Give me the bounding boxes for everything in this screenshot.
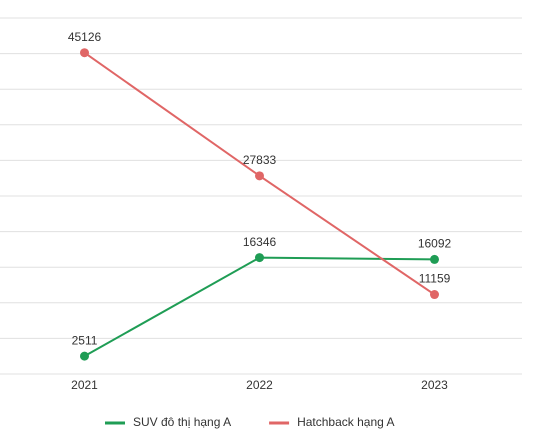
data-point xyxy=(255,171,264,181)
data-point xyxy=(255,253,264,263)
data-label: 2511 xyxy=(72,333,98,347)
data-label: 16346 xyxy=(243,235,277,249)
data-point xyxy=(430,254,439,264)
data-label: 27833 xyxy=(243,153,277,167)
legend-label: Hatchback hạng A xyxy=(297,415,394,429)
x-tick-label: 2022 xyxy=(246,378,273,392)
series-line xyxy=(84,256,435,357)
data-label: 45126 xyxy=(68,30,102,44)
data-point xyxy=(80,351,89,361)
x-tick-label: 2023 xyxy=(421,378,448,392)
data-label: 11159 xyxy=(419,272,451,286)
data-label: 16092 xyxy=(418,237,452,251)
data-point xyxy=(430,290,439,300)
legend-label: SUV đô thị hạng A xyxy=(133,415,231,429)
data-point xyxy=(80,48,89,58)
x-tick-label: 2021 xyxy=(71,378,98,392)
